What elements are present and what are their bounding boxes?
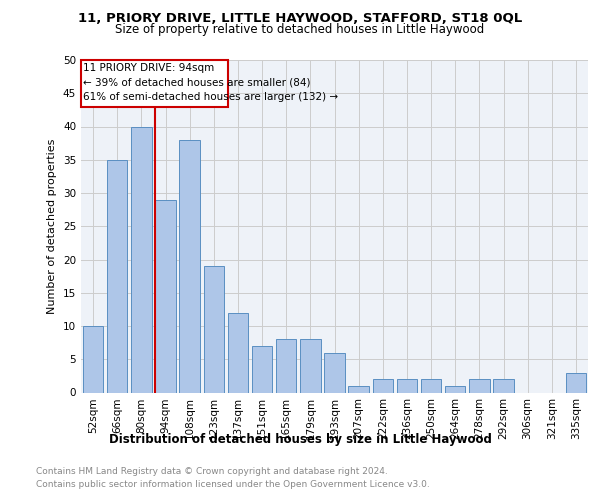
Bar: [155, 200, 176, 392]
Bar: [493, 379, 514, 392]
Text: Size of property relative to detached houses in Little Haywood: Size of property relative to detached ho…: [115, 22, 485, 36]
Bar: [252, 346, 272, 393]
Bar: [445, 386, 466, 392]
Bar: [300, 340, 320, 392]
Bar: [107, 160, 127, 392]
Bar: [566, 372, 586, 392]
Bar: [131, 126, 152, 392]
Text: Distribution of detached houses by size in Little Haywood: Distribution of detached houses by size …: [109, 432, 491, 446]
Bar: [349, 386, 369, 392]
Y-axis label: Number of detached properties: Number of detached properties: [47, 138, 58, 314]
Bar: [179, 140, 200, 392]
Text: ← 39% of detached houses are smaller (84): ← 39% of detached houses are smaller (84…: [83, 77, 311, 87]
Bar: [203, 266, 224, 392]
FancyBboxPatch shape: [81, 60, 228, 106]
Text: 11, PRIORY DRIVE, LITTLE HAYWOOD, STAFFORD, ST18 0QL: 11, PRIORY DRIVE, LITTLE HAYWOOD, STAFFO…: [78, 12, 522, 26]
Bar: [324, 352, 345, 393]
Text: 11 PRIORY DRIVE: 94sqm: 11 PRIORY DRIVE: 94sqm: [83, 62, 215, 72]
Bar: [373, 379, 393, 392]
Text: Contains public sector information licensed under the Open Government Licence v3: Contains public sector information licen…: [36, 480, 430, 489]
Bar: [227, 312, 248, 392]
Bar: [397, 379, 417, 392]
Bar: [83, 326, 103, 392]
Text: Contains HM Land Registry data © Crown copyright and database right 2024.: Contains HM Land Registry data © Crown c…: [36, 468, 388, 476]
Bar: [469, 379, 490, 392]
Bar: [276, 340, 296, 392]
Bar: [421, 379, 442, 392]
Text: 61% of semi-detached houses are larger (132) →: 61% of semi-detached houses are larger (…: [83, 92, 338, 102]
